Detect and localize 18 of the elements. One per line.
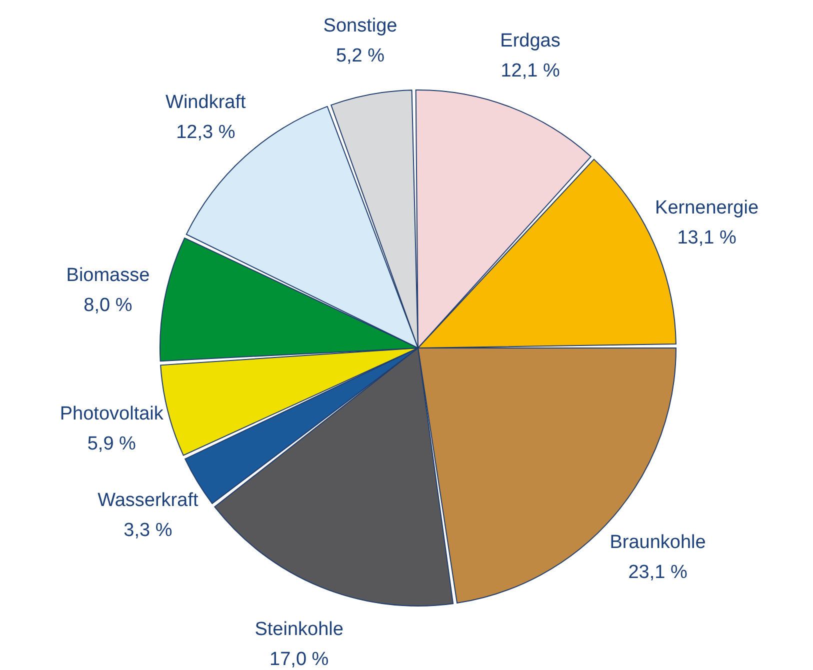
slice-label: Erdgas bbox=[500, 30, 560, 52]
slice-label: Wasserkraft bbox=[98, 490, 199, 512]
slice-label: Braunkohle bbox=[610, 532, 706, 553]
slice-label: Photovoltaik bbox=[60, 403, 164, 424]
slice-label: Steinkohle bbox=[254, 618, 344, 640]
data-label: 12,3 % bbox=[176, 122, 236, 143]
data-label: 17,0 % bbox=[270, 648, 329, 670]
data-label: 12,1 % bbox=[500, 60, 560, 82]
slice-label: Windkraft bbox=[166, 92, 246, 113]
data-label: 8,0 % bbox=[84, 294, 132, 316]
slice-label: Kernenergie bbox=[655, 198, 759, 219]
slice-label: Biomasse bbox=[66, 264, 150, 286]
data-label: 13,1 % bbox=[677, 228, 736, 249]
data-label: 5,2 % bbox=[336, 45, 385, 66]
data-label: 23,1 % bbox=[628, 562, 688, 583]
slice-label: Sonstige bbox=[323, 15, 398, 36]
data-label: 3,3 % bbox=[124, 520, 172, 542]
data-label: 5,9 % bbox=[87, 433, 136, 454]
